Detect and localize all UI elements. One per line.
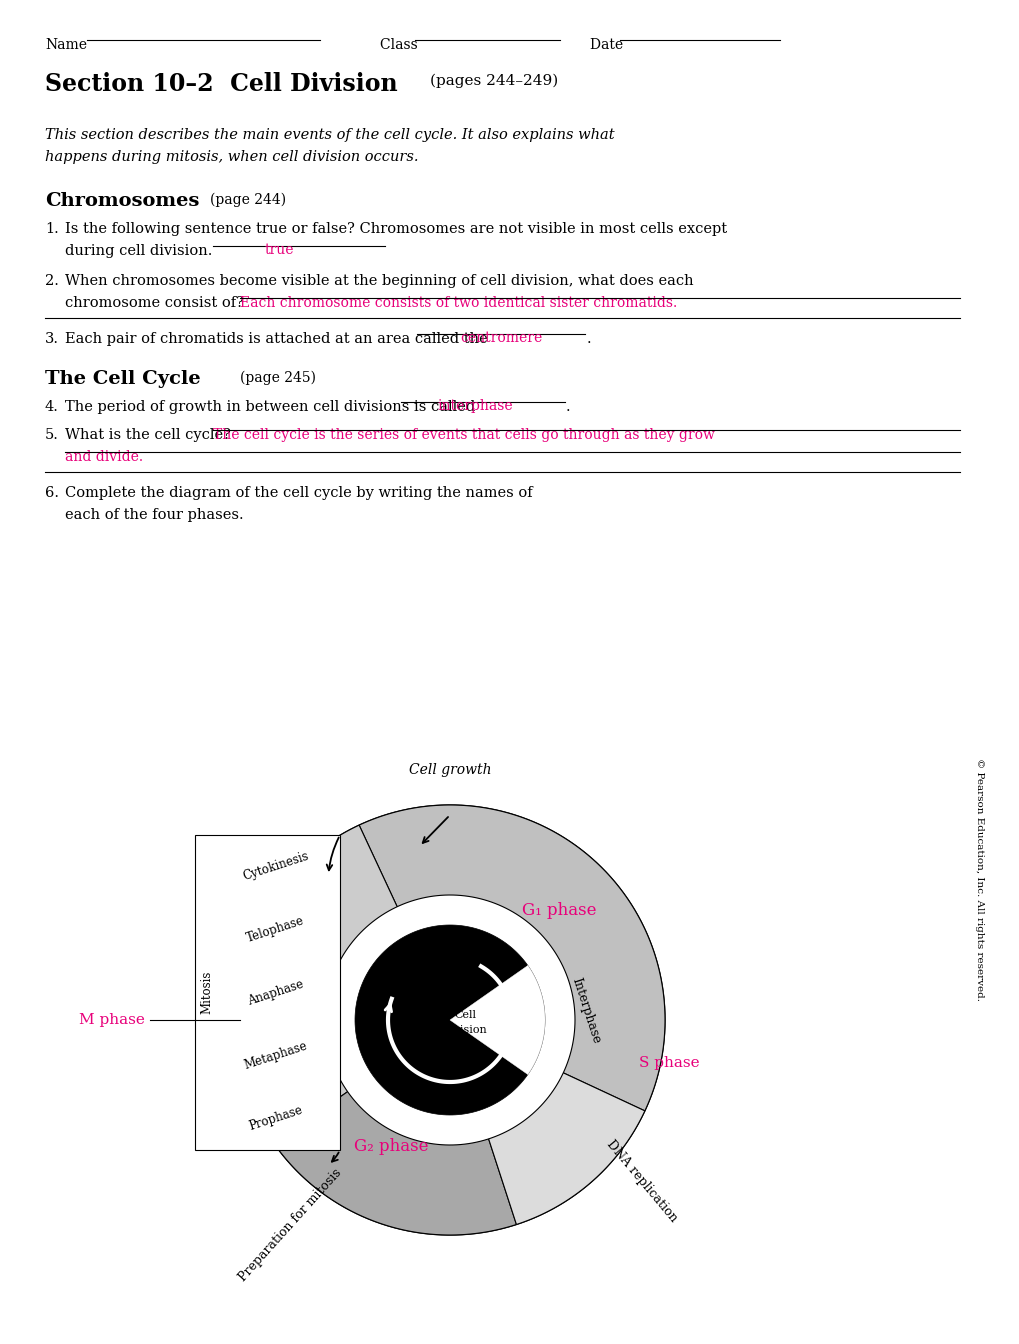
Text: G₁ phase: G₁ phase bbox=[522, 902, 596, 919]
Text: centromere: centromere bbox=[460, 331, 542, 345]
Text: 4.: 4. bbox=[45, 401, 59, 414]
Text: The cell cycle is the series of events that cells go through as they grow: The cell cycle is the series of events t… bbox=[213, 427, 714, 442]
Text: 3.: 3. bbox=[45, 332, 59, 345]
Text: DNA replication: DNA replication bbox=[603, 1137, 679, 1224]
Polygon shape bbox=[355, 925, 544, 1116]
Text: Each chromosome consists of two identical sister chromatids.: Each chromosome consists of two identica… bbox=[239, 296, 677, 310]
Polygon shape bbox=[449, 965, 544, 1074]
Text: Cytokinesis: Cytokinesis bbox=[240, 849, 310, 883]
Text: M phase: M phase bbox=[79, 1013, 145, 1027]
Text: .: . bbox=[566, 401, 570, 414]
Polygon shape bbox=[234, 825, 449, 1144]
Text: Section 10–2  Cell Division: Section 10–2 Cell Division bbox=[45, 73, 397, 95]
Text: Anaphase: Anaphase bbox=[246, 977, 305, 1008]
Text: Cell: Cell bbox=[453, 1009, 476, 1020]
Text: Each pair of chromatids is attached at an area called the: Each pair of chromatids is attached at a… bbox=[65, 332, 487, 345]
Text: interphase: interphase bbox=[436, 399, 513, 413]
Text: S phase: S phase bbox=[639, 1055, 699, 1070]
Polygon shape bbox=[359, 805, 664, 1111]
Text: The Cell Cycle: The Cell Cycle bbox=[45, 370, 201, 388]
Text: true: true bbox=[265, 243, 294, 257]
Text: during cell division.: during cell division. bbox=[65, 245, 212, 258]
Text: Telophase: Telophase bbox=[245, 914, 306, 945]
Text: © Pearson Education, Inc. All rights reserved.: © Pearson Education, Inc. All rights res… bbox=[974, 758, 983, 1001]
Text: (pages 244–249): (pages 244–249) bbox=[430, 74, 557, 89]
Text: chromosome consist of?: chromosome consist of? bbox=[65, 296, 244, 310]
Text: Metaphase: Metaphase bbox=[242, 1039, 309, 1073]
Text: Complete the diagram of the cell cycle by writing the names of: Complete the diagram of the cell cycle b… bbox=[65, 487, 532, 500]
Text: (page 245): (page 245) bbox=[239, 371, 316, 386]
Text: happens during mitosis, when cell division occurs.: happens during mitosis, when cell divisi… bbox=[45, 151, 418, 164]
Text: Is the following sentence true or false? Chromosomes are not visible in most cel: Is the following sentence true or false?… bbox=[65, 222, 727, 237]
Text: Preparation for mitosis: Preparation for mitosis bbox=[235, 1167, 343, 1284]
Text: This section describes the main events of the cell cycle. It also explains what: This section describes the main events o… bbox=[45, 128, 614, 142]
Text: Prophase: Prophase bbox=[247, 1103, 304, 1133]
Text: Mitosis: Mitosis bbox=[201, 970, 213, 1015]
Text: Date: Date bbox=[589, 38, 627, 52]
Text: Chromosomes: Chromosomes bbox=[45, 192, 199, 210]
Polygon shape bbox=[234, 805, 664, 1235]
Text: and divide.: and divide. bbox=[65, 450, 143, 464]
Text: 1.: 1. bbox=[45, 222, 59, 237]
Text: 6.: 6. bbox=[45, 487, 59, 500]
Text: The period of growth in between cell divisions is called: The period of growth in between cell div… bbox=[65, 401, 475, 414]
Bar bbox=[195, 835, 339, 1150]
Text: each of the four phases.: each of the four phases. bbox=[65, 508, 244, 521]
Text: division: division bbox=[442, 1025, 486, 1035]
Text: .: . bbox=[586, 332, 591, 345]
Text: (page 244): (page 244) bbox=[210, 194, 286, 207]
Text: 5.: 5. bbox=[45, 427, 59, 442]
Polygon shape bbox=[274, 1020, 516, 1235]
Text: G₂ phase: G₂ phase bbox=[354, 1138, 428, 1156]
Text: What is the cell cycle?: What is the cell cycle? bbox=[65, 427, 230, 442]
Text: 2.: 2. bbox=[45, 274, 59, 288]
Text: Cell growth: Cell growth bbox=[409, 763, 491, 777]
Text: Interphase: Interphase bbox=[569, 976, 602, 1046]
Text: When chromosomes become visible at the beginning of cell division, what does eac: When chromosomes become visible at the b… bbox=[65, 274, 693, 288]
Polygon shape bbox=[449, 1020, 644, 1224]
Text: Name: Name bbox=[45, 38, 87, 52]
Polygon shape bbox=[325, 895, 575, 1145]
Text: Class: Class bbox=[380, 38, 422, 52]
